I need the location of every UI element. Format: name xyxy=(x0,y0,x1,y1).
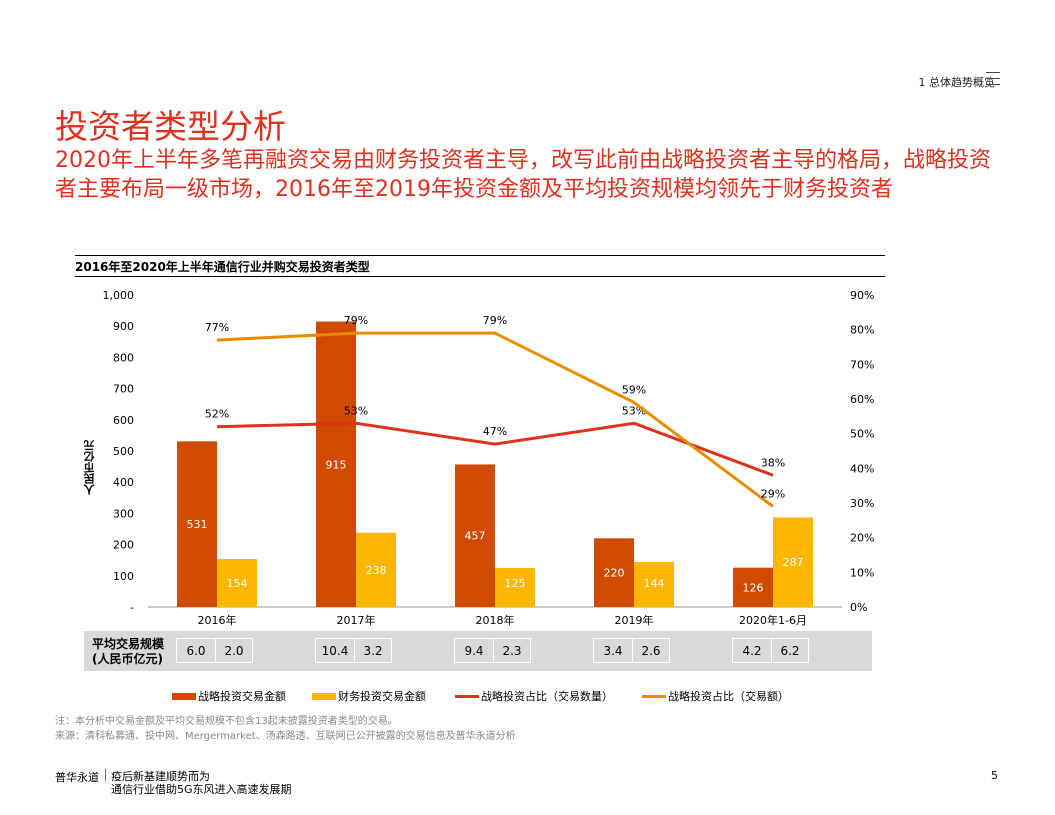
x-tick-label: 2020年1-6月 xyxy=(739,613,807,627)
bar-strategic xyxy=(316,321,356,607)
line-data-label: 38% xyxy=(761,456,785,469)
line-data-label: 29% xyxy=(761,487,785,500)
bar-data-label: 531 xyxy=(187,518,208,531)
section-label: 1 总体趋势概览 xyxy=(918,76,996,89)
line-data-label: 53% xyxy=(622,404,646,417)
x-tick-label: 2018年 xyxy=(476,613,515,627)
x-tick-label: 2016年 xyxy=(198,613,237,627)
avg-scale-strategic: 4.2 xyxy=(732,638,772,663)
x-tick-label: 2017年 xyxy=(337,613,376,627)
y2-tick-label: 80% xyxy=(850,324,874,337)
legend-swatch xyxy=(642,694,666,698)
legend-label: 战略投资占比（交易数量） xyxy=(481,690,613,703)
source-note: 来源：清科私募通、投中网、Mergermarket、汤森路透、互联网已公开披露的… xyxy=(55,731,516,742)
bar-financial xyxy=(773,517,813,607)
legend-label: 战略投资交易金额 xyxy=(198,690,286,703)
y2-tick-label: 90% xyxy=(850,289,874,302)
bar-financial xyxy=(356,532,396,607)
bar-strategic xyxy=(177,441,217,607)
avg-scale-financial: 6.2 xyxy=(771,638,809,663)
line-data-label: 77% xyxy=(205,321,229,334)
divider xyxy=(75,276,885,277)
line-data-label: 47% xyxy=(483,425,507,438)
legend-label: 战略投资占比（交易额） xyxy=(668,690,789,703)
page-number: 5 xyxy=(991,769,998,782)
legend-item: 战略投资占比（交易额） xyxy=(642,688,789,704)
y2-tick-label: 20% xyxy=(850,532,874,545)
legend-swatch xyxy=(172,692,196,700)
bar-data-label: 126 xyxy=(743,581,764,594)
bar-strategic xyxy=(733,567,773,607)
report-title-line1: 疫后新基建顺势而为 xyxy=(111,770,210,783)
bar-data-label: 154 xyxy=(227,577,248,590)
line-strategic-count-share xyxy=(216,421,774,477)
bar-financial xyxy=(495,568,535,607)
bar-financial xyxy=(217,558,257,607)
bar-strategic xyxy=(455,464,495,607)
bar-data-label: 287 xyxy=(783,556,804,569)
y-tick-label: 200 xyxy=(113,539,134,552)
avg-scale-strategic: 3.4 xyxy=(593,638,633,663)
y-tick-label: 700 xyxy=(113,383,134,396)
avg-scale-label-line1: 平均交易规模 xyxy=(92,637,165,651)
legend-label: 财务投资交易金额 xyxy=(338,690,426,703)
avg-scale-financial: 2.6 xyxy=(632,638,670,663)
legend-swatch xyxy=(455,694,479,698)
bar-data-label: 125 xyxy=(505,577,526,590)
avg-scale-financial: 3.2 xyxy=(354,638,392,663)
bar-financial xyxy=(634,562,674,607)
chart-title: 2016年至2020年上半年通信行业并购交易投资者类型 xyxy=(75,260,370,274)
line-data-label: 59% xyxy=(622,383,646,396)
bar-data-label: 915 xyxy=(326,458,347,471)
avg-scale-financial: 2.0 xyxy=(215,638,253,663)
y2-tick-label: 0% xyxy=(850,601,867,614)
x-tick-label: 2019年 xyxy=(615,613,654,627)
legend-item: 财务投资交易金额 xyxy=(312,688,426,704)
y2-tick-label: 60% xyxy=(850,393,874,406)
page-title: 投资者类型分析 xyxy=(55,107,286,146)
avg-scale-strategic: 6.0 xyxy=(176,638,216,663)
y2-tick-label: 10% xyxy=(850,566,874,579)
footnote: 注：本分析中交易金额及平均交易规模不包含13起未披露投资者类型的交易。 xyxy=(55,716,398,727)
bar-data-label: 144 xyxy=(644,577,665,590)
report-title-line2: 通信行业借助5G东风进入高速发展期 xyxy=(111,783,292,796)
bar-strategic xyxy=(594,538,634,607)
y-tick-label: 100 xyxy=(113,570,134,583)
avg-scale-strategic: 10.4 xyxy=(315,638,355,663)
divider xyxy=(105,769,106,781)
line-data-label: 52% xyxy=(205,408,229,421)
y-tick-label: 400 xyxy=(113,476,134,489)
legend-swatch xyxy=(312,692,336,700)
avg-scale-label: 平均交易规模 (人民币亿元) xyxy=(92,637,164,667)
bar-data-label: 457 xyxy=(465,530,486,543)
y2-tick-label: 30% xyxy=(850,497,874,510)
line-strategic-amount-share xyxy=(216,331,774,508)
y-tick-label: - xyxy=(130,601,134,614)
y2-tick-label: 70% xyxy=(850,358,874,371)
brand-name: 普华永道 xyxy=(55,771,99,784)
y-tick-label: 500 xyxy=(113,445,134,458)
legend-item: 战略投资交易金额 xyxy=(172,688,286,704)
y2-tick-label: 40% xyxy=(850,462,874,475)
avg-scale-financial: 2.3 xyxy=(493,638,531,663)
line-data-label: 79% xyxy=(344,314,368,327)
bar-data-label: 238 xyxy=(366,564,387,577)
line-data-label: 79% xyxy=(483,314,507,327)
legend-item: 战略投资占比（交易数量） xyxy=(455,688,613,704)
y-tick-label: 600 xyxy=(113,414,134,427)
y2-tick-label: 50% xyxy=(850,428,874,441)
bar-data-label: 220 xyxy=(604,567,625,580)
avg-scale-strategic: 9.4 xyxy=(454,638,494,663)
line-data-label: 53% xyxy=(344,404,368,417)
menu-icon xyxy=(986,72,1000,90)
y-tick-label: 800 xyxy=(113,351,134,364)
avg-scale-label-line2: (人民币亿元) xyxy=(92,652,163,666)
chart-plot: - 100 200 300 400 500 600 700 800 900 1,000 0% 10% 20… xyxy=(103,289,875,627)
page-subtitle: 2020年上半年多笔再融资交易由财务投资者主导，改写此前由战略投资者主导的格局，… xyxy=(55,148,991,202)
y-tick-label: 900 xyxy=(113,320,134,333)
y-tick-label: 1,000 xyxy=(103,289,135,302)
divider xyxy=(75,255,885,256)
y-tick-label: 300 xyxy=(113,507,134,520)
